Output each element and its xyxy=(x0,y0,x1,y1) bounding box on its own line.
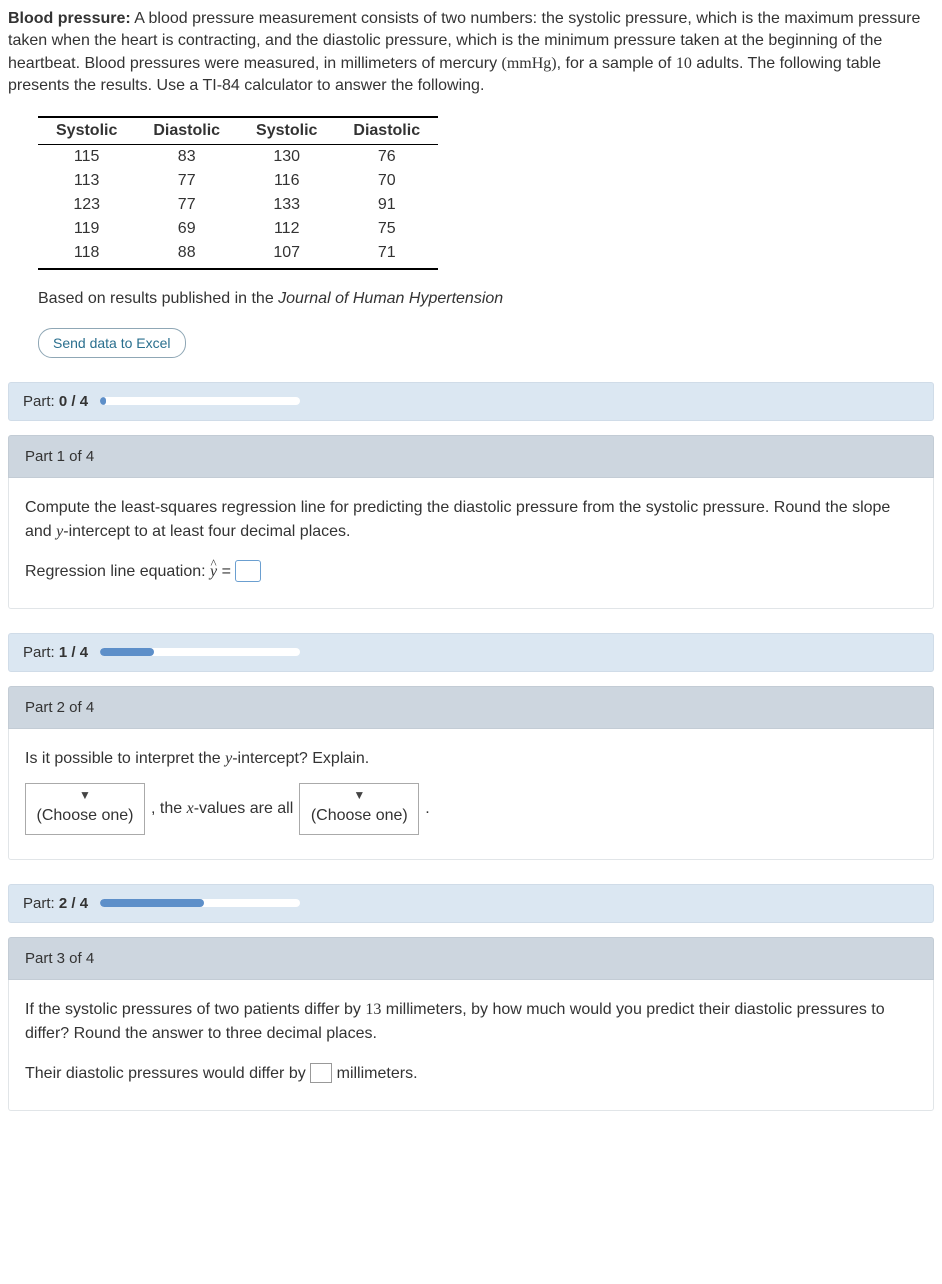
intro-text-2: , for a sample of xyxy=(557,55,676,72)
progress-bar-1: Part: 1 / 4 xyxy=(8,633,934,672)
p2-mid: , the x-values are all xyxy=(151,797,293,821)
p3-diff-n: 13 xyxy=(365,1001,381,1018)
p1-eq-equals: = xyxy=(217,563,235,580)
table-cell: 76 xyxy=(335,144,438,169)
progress-fill-2 xyxy=(100,899,204,907)
progress-pre-2: Part: xyxy=(23,895,59,912)
table-cell: 77 xyxy=(135,169,238,193)
part2-body: Is it possible to interpret the y-interc… xyxy=(8,729,934,860)
chevron-down-icon: ▼ xyxy=(79,786,91,804)
p2-var-x: x xyxy=(187,800,194,817)
progress-track-2 xyxy=(100,899,300,907)
yhat-symbol: y xyxy=(210,563,217,580)
th-systolic-2: Systolic xyxy=(238,117,335,145)
th-diastolic-1: Diastolic xyxy=(135,117,238,145)
intro-paragraph: Blood pressure: A blood pressure measure… xyxy=(8,8,934,98)
table-cell: 113 xyxy=(38,169,135,193)
progress-bold-0: 0 / 4 xyxy=(59,393,88,410)
table-cell: 75 xyxy=(335,217,438,241)
regression-equation-input[interactable] xyxy=(235,560,261,582)
p2-end: . xyxy=(425,797,429,821)
table-cell: 70 xyxy=(335,169,438,193)
table-header-row: Systolic Diastolic Systolic Diastolic xyxy=(38,117,438,145)
part3-header: Part 3 of 4 xyxy=(8,937,934,980)
table-row: 1196911275 xyxy=(38,217,438,241)
p2-text-2: -intercept? Explain. xyxy=(232,750,369,767)
progress-label-1: Part: 1 / 4 xyxy=(23,644,88,661)
progress-bar-0: Part: 0 / 4 xyxy=(8,382,934,421)
table-row: 1237713391 xyxy=(38,193,438,217)
th-diastolic-2: Diastolic xyxy=(335,117,438,145)
intro-label: Blood pressure: xyxy=(8,10,131,27)
table-row: 1137711670 xyxy=(38,169,438,193)
caption-prefix: Based on results published in the xyxy=(38,290,278,307)
table-cell: 88 xyxy=(135,241,238,269)
progress-track-1 xyxy=(100,648,300,656)
p2-mid-2: -values are all xyxy=(194,800,294,817)
p1-text-2: -intercept to at least four decimal plac… xyxy=(63,523,350,540)
p1-eq-label: Regression line equation: xyxy=(25,563,210,580)
part1-question: Compute the least-squares regression lin… xyxy=(25,496,917,544)
progress-pre-1: Part: xyxy=(23,644,59,661)
table-cell: 112 xyxy=(238,217,335,241)
part3-body: If the systolic pressures of two patient… xyxy=(8,980,934,1111)
th-systolic-1: Systolic xyxy=(38,117,135,145)
p2-mid-1: , the xyxy=(151,800,187,817)
table-cell: 130 xyxy=(238,144,335,169)
progress-fill-0 xyxy=(100,397,106,405)
table-cell: 118 xyxy=(38,241,135,269)
table-row: 1188810771 xyxy=(38,241,438,269)
table-cell: 123 xyxy=(38,193,135,217)
table-cell: 91 xyxy=(335,193,438,217)
table-caption: Based on results published in the Journa… xyxy=(38,290,934,308)
part3-answer-row: Their diastolic pressures would differ b… xyxy=(25,1062,917,1086)
send-to-excel-button[interactable]: Send data to Excel xyxy=(38,328,186,358)
dropdown-possible-label: (Choose one) xyxy=(37,804,134,828)
table-cell: 71 xyxy=(335,241,438,269)
table-cell: 107 xyxy=(238,241,335,269)
progress-label-2: Part: 2 / 4 xyxy=(23,895,88,912)
table-row: 1158313076 xyxy=(38,144,438,169)
table-cell: 77 xyxy=(135,193,238,217)
progress-fill-1 xyxy=(100,648,154,656)
p3-text-1: If the systolic pressures of two patient… xyxy=(25,1001,365,1018)
table-cell: 69 xyxy=(135,217,238,241)
progress-track-0 xyxy=(100,397,300,405)
diastolic-diff-input[interactable] xyxy=(310,1063,332,1083)
table-cell: 83 xyxy=(135,144,238,169)
part2-answer-row: ▼ (Choose one) , the x-values are all ▼ … xyxy=(25,783,917,835)
p3-ans-post: millimeters. xyxy=(332,1065,417,1082)
progress-bar-2: Part: 2 / 4 xyxy=(8,884,934,923)
table-cell: 133 xyxy=(238,193,335,217)
data-table: Systolic Diastolic Systolic Diastolic 11… xyxy=(38,116,438,270)
table-cell: 116 xyxy=(238,169,335,193)
intro-unit: (mmHg) xyxy=(502,55,557,72)
table-cell: 115 xyxy=(38,144,135,169)
chevron-down-icon: ▼ xyxy=(353,786,365,804)
part1-body: Compute the least-squares regression lin… xyxy=(8,478,934,609)
caption-journal: Journal of Human Hypertension xyxy=(278,290,503,307)
dropdown-xvalues-label: (Choose one) xyxy=(311,804,408,828)
progress-bold-2: 2 / 4 xyxy=(59,895,88,912)
dropdown-possible[interactable]: ▼ (Choose one) xyxy=(25,783,145,835)
part2-header: Part 2 of 4 xyxy=(8,686,934,729)
p2-text-1: Is it possible to interpret the xyxy=(25,750,225,767)
part1-header: Part 1 of 4 xyxy=(8,435,934,478)
part3-question: If the systolic pressures of two patient… xyxy=(25,998,917,1046)
intro-count: 10 xyxy=(676,55,692,72)
dropdown-xvalues[interactable]: ▼ (Choose one) xyxy=(299,783,419,835)
part2-question: Is it possible to interpret the y-interc… xyxy=(25,747,917,771)
progress-pre-0: Part: xyxy=(23,393,59,410)
table-cell: 119 xyxy=(38,217,135,241)
p3-ans-pre: Their diastolic pressures would differ b… xyxy=(25,1065,310,1082)
part1-equation-row: Regression line equation: y = xyxy=(25,560,917,584)
progress-bold-1: 1 / 4 xyxy=(59,644,88,661)
progress-label-0: Part: 0 / 4 xyxy=(23,393,88,410)
